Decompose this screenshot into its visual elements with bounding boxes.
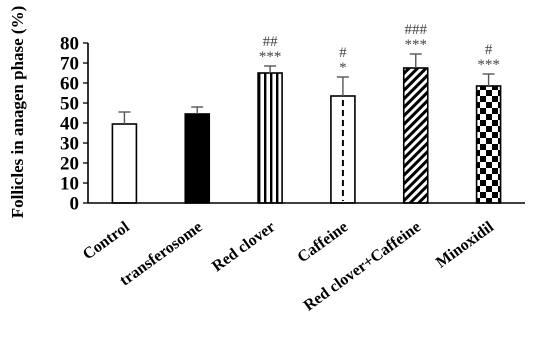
bar-red-clover-caffeine xyxy=(402,67,429,204)
bars: ***##*# ***###***# xyxy=(111,22,502,204)
significance-hash: ### xyxy=(405,22,428,38)
y-tick-label: 10 xyxy=(60,174,79,195)
significance-hash: ## xyxy=(263,34,279,50)
y-tick-label: 0 xyxy=(70,194,80,215)
y-tick-label: 70 xyxy=(60,54,79,75)
y-tick-label: 80 xyxy=(60,34,79,55)
y-tick-label: 40 xyxy=(60,114,79,135)
x-tick-label: Red clover+Caffeine xyxy=(301,218,424,314)
x-tick-label: Caffeine xyxy=(295,218,352,266)
significance-hash: # xyxy=(339,45,347,61)
significance-stars: *** xyxy=(259,49,282,65)
x-tick-label: Minoxidil xyxy=(433,218,497,271)
y-tick-label: 30 xyxy=(60,134,79,155)
bar-minoxidil xyxy=(475,85,502,204)
significance-hash: # xyxy=(485,42,493,58)
bar-transferosome xyxy=(184,113,211,204)
y-tick-label: 20 xyxy=(60,154,79,175)
y-axis-label: Follicles in anagen phase (%) xyxy=(8,6,27,219)
y-tick-label: 50 xyxy=(60,94,79,115)
y-tick-label: 60 xyxy=(60,74,79,95)
bar-control xyxy=(111,123,138,204)
significance-stars: *** xyxy=(477,57,500,73)
significance-stars: * xyxy=(339,60,347,76)
x-tick-label: Control xyxy=(80,218,133,263)
significance-stars: *** xyxy=(405,37,428,53)
x-tick-label: Red clover xyxy=(209,218,278,275)
bar-red-clover xyxy=(257,72,283,204)
